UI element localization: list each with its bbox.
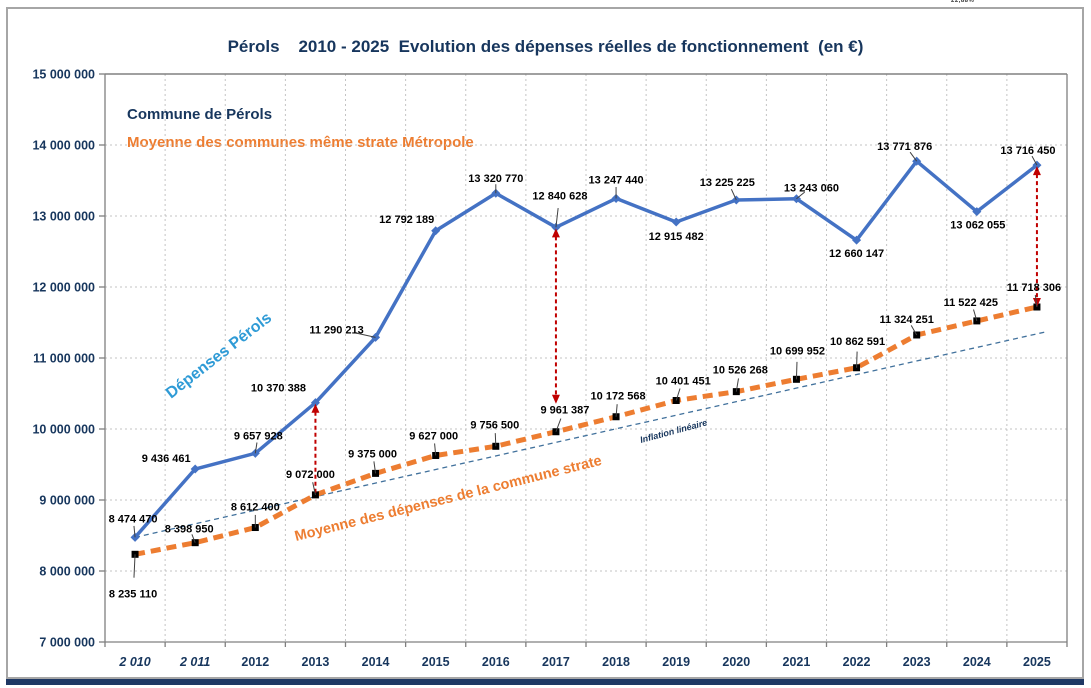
strate-data-label: 11 718 306	[1007, 282, 1061, 294]
x-axis-label: 2024	[963, 655, 991, 669]
label-leader-line	[133, 554, 136, 578]
page-title: Pérols 2010 - 2025 Evolution des dépense…	[227, 37, 864, 56]
y-axis-label: 11 000 000	[33, 352, 95, 366]
x-axis-label: 2018	[602, 655, 630, 669]
inflation-inline-label: Inflation linéaire	[639, 417, 708, 445]
label-leader-line	[354, 332, 376, 338]
strate-data-label: 9 627 000	[409, 430, 458, 442]
x-axis-label: 2013	[302, 655, 330, 669]
label-leader-line	[675, 388, 681, 401]
strate-data-label: 8 235 110	[109, 588, 157, 600]
legend-item-perols: Commune de Pérols	[127, 106, 273, 123]
label-leader-line	[555, 418, 562, 432]
strate-data-label: 11 324 251	[879, 314, 933, 326]
label-leader-line	[494, 433, 497, 447]
x-axis-label: 2022	[843, 655, 871, 669]
x-axis-label: 2014	[362, 655, 390, 669]
label-leader-line	[796, 191, 805, 200]
x-axis-label: 2019	[662, 655, 690, 669]
perols-data-label: 13 062 055	[950, 220, 1005, 232]
x-axis-label: 2017	[542, 655, 570, 669]
perols-data-label: 11 290 213	[309, 324, 363, 336]
y-axis-label: 12 000 000	[32, 281, 95, 295]
strate-data-label: 9 961 387	[540, 405, 589, 417]
label-leader-line	[795, 361, 798, 380]
strate-data-label: 10 526 268	[713, 365, 768, 377]
y-axis-label: 14 000 000	[32, 139, 95, 153]
label-leader-line	[856, 351, 858, 368]
x-axis-label: 2016	[482, 655, 510, 669]
label-leader-line	[555, 208, 559, 228]
x-axis-label: 2023	[903, 655, 931, 669]
label-leader-line	[1031, 155, 1038, 166]
y-axis-label: 10 000 000	[32, 423, 95, 437]
perols-data-label: 12 660 147	[829, 248, 884, 260]
inflation-line	[134, 330, 1048, 538]
perols-data-label: 13 716 450	[1000, 145, 1055, 157]
strate-inline-label: Moyenne des dépenses de la commune strat…	[293, 453, 603, 545]
label-leader-line	[191, 534, 196, 543]
strate-data-label: 9 375 000	[348, 448, 397, 460]
label-leader-line	[615, 404, 618, 417]
perols-data-label: 12 915 482	[649, 231, 704, 243]
y-axis-label: 13 000 000	[32, 210, 95, 224]
y-axis-label: 9 000 000	[39, 494, 95, 508]
strate-data-label: 9 072 000	[286, 469, 335, 481]
perols-data-marker	[671, 217, 681, 227]
perols-data-label: 13 225 225	[700, 177, 755, 189]
strate-data-label: 10 862 591	[830, 336, 885, 348]
label-leader-line	[254, 442, 258, 454]
perols-data-label: 9 657 928	[234, 430, 283, 442]
gap-arrow-head-up	[1032, 166, 1041, 176]
label-leader-line	[973, 309, 978, 322]
perols-data-label: 8 474 470	[109, 513, 158, 525]
label-leader-line	[909, 151, 918, 162]
perols-data-label: 12 792 189	[379, 214, 434, 226]
bottom-blue-bar	[6, 679, 1084, 685]
label-leader-line	[1034, 294, 1038, 308]
label-leader-line	[735, 378, 740, 392]
label-leader-line	[312, 482, 316, 495]
legend-item-strate: Moyenne des communes même strate Métropo…	[127, 134, 474, 151]
perols-data-label: 13 771 876	[877, 141, 932, 153]
topright-tiny-text: 22,88%	[951, 0, 975, 4]
strate-data-label: 10 172 568	[591, 391, 646, 403]
x-axis-label: 2 011	[179, 655, 210, 669]
label-leader-line	[910, 325, 918, 336]
strate-data-label: 10 699 952	[770, 345, 825, 357]
strate-data-label: 8 612 400	[231, 502, 280, 514]
perols-data-label: 13 320 770	[468, 173, 523, 185]
label-leader-line	[730, 189, 737, 201]
y-axis-label: 8 000 000	[39, 565, 95, 579]
gap-arrow-head-up	[311, 403, 320, 413]
gap-arrow-head-down	[1032, 298, 1041, 308]
x-axis-label: 2021	[783, 655, 811, 669]
perols-data-label: 12 840 628	[532, 190, 587, 202]
strate-data-label: 11 522 425	[944, 297, 998, 309]
strate-data-label: 10 401 451	[656, 375, 711, 387]
strate-data-label: 9 756 500	[470, 419, 519, 431]
perols-series-line	[133, 159, 1039, 539]
perols-data-label: 13 243 060	[784, 183, 839, 195]
x-axis-label: 2020	[722, 655, 750, 669]
x-axis-label: 2015	[422, 655, 450, 669]
gap-arrow-head-up	[551, 228, 560, 238]
perols-data-label: 9 436 461	[142, 453, 191, 465]
strate-series-line	[134, 304, 1038, 557]
strate-data-label: 8 398 950	[165, 524, 214, 536]
perols-data-label: 10 370 388	[251, 383, 306, 395]
label-leader-line	[434, 443, 437, 456]
y-axis-label: 15 000 000	[32, 68, 95, 82]
gap-arrow-head-down	[551, 394, 560, 404]
label-leader-line	[133, 525, 136, 538]
x-axis-label: 2025	[1023, 655, 1051, 669]
x-axis-label: 2012	[241, 655, 269, 669]
x-axis-label: 2 010	[118, 655, 150, 669]
y-axis-label: 7 000 000	[39, 636, 95, 650]
label-leader-line	[373, 461, 377, 474]
perols-data-label: 13 247 440	[589, 174, 644, 186]
